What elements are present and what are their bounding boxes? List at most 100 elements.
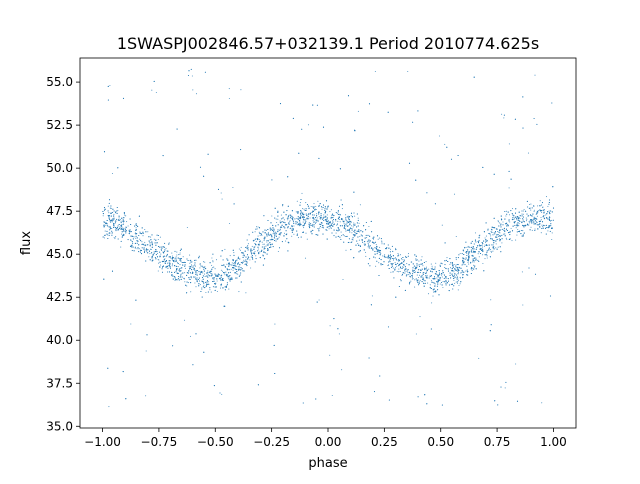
data-point — [306, 204, 309, 206]
data-point — [471, 251, 473, 254]
data-point — [494, 232, 496, 234]
data-point — [122, 235, 124, 237]
data-point — [228, 88, 230, 90]
data-point — [160, 253, 162, 255]
data-point — [108, 406, 110, 408]
data-point — [393, 277, 395, 279]
data-point — [352, 234, 354, 236]
data-point — [323, 219, 325, 222]
data-point — [540, 204, 543, 206]
data-point — [306, 238, 308, 240]
data-point — [514, 221, 516, 223]
data-point — [287, 215, 290, 217]
data-point — [451, 273, 453, 275]
data-point — [413, 265, 415, 267]
data-point — [199, 284, 201, 286]
data-point — [471, 261, 474, 263]
data-point — [308, 223, 310, 225]
data-point — [133, 250, 135, 252]
data-point — [460, 281, 462, 283]
data-point — [146, 334, 148, 336]
data-point — [487, 229, 489, 231]
data-point — [409, 276, 411, 278]
data-point — [241, 262, 243, 264]
data-point — [171, 252, 173, 254]
data-point — [383, 256, 385, 258]
data-point — [135, 224, 137, 226]
data-point — [518, 223, 520, 225]
data-point — [533, 216, 535, 218]
data-point — [531, 222, 533, 224]
data-point — [484, 258, 486, 260]
data-point — [108, 234, 110, 236]
data-point — [397, 271, 400, 273]
data-point — [322, 233, 324, 235]
data-point — [102, 215, 104, 217]
data-point — [519, 217, 521, 220]
data-point — [236, 277, 238, 279]
data-point — [420, 276, 422, 278]
data-point — [207, 291, 209, 293]
data-point — [268, 234, 270, 236]
data-point — [178, 254, 180, 256]
data-point — [318, 299, 320, 301]
data-point — [434, 283, 436, 285]
data-point — [176, 254, 178, 256]
data-point — [220, 276, 223, 278]
data-point — [153, 252, 155, 254]
data-point — [499, 229, 501, 231]
data-point — [294, 218, 296, 220]
data-point — [159, 251, 161, 253]
data-point — [505, 210, 508, 212]
data-point — [367, 243, 369, 245]
data-point — [120, 240, 122, 242]
data-point — [475, 241, 477, 243]
data-point — [178, 279, 180, 281]
data-point — [130, 239, 132, 241]
data-point — [541, 210, 543, 212]
data-point — [103, 151, 106, 153]
data-point — [377, 238, 379, 240]
data-point — [288, 214, 290, 216]
data-point — [398, 260, 400, 262]
data-point — [439, 283, 441, 285]
data-point — [378, 262, 380, 264]
data-point — [279, 220, 281, 222]
data-point — [179, 264, 181, 266]
data-point — [228, 222, 231, 225]
data-point — [397, 255, 399, 257]
data-point — [332, 225, 334, 227]
data-point — [272, 246, 274, 248]
data-point — [159, 246, 161, 248]
data-point — [421, 281, 423, 283]
data-point — [263, 246, 265, 248]
data-point — [199, 166, 202, 168]
data-point — [338, 218, 340, 220]
data-point — [111, 219, 113, 221]
data-point — [194, 264, 196, 266]
data-point — [229, 280, 231, 282]
data-point — [300, 198, 302, 201]
data-point — [224, 272, 226, 274]
data-point — [499, 246, 501, 248]
data-point — [244, 250, 246, 252]
data-point — [125, 230, 127, 232]
data-point — [164, 249, 166, 251]
data-point — [530, 214, 532, 217]
data-point — [243, 259, 245, 261]
data-point — [345, 217, 347, 219]
data-point — [120, 246, 122, 248]
data-point — [391, 264, 393, 266]
data-point — [337, 235, 339, 237]
data-point — [303, 208, 305, 210]
data-point — [333, 235, 335, 237]
data-point — [231, 262, 233, 264]
data-point — [431, 271, 433, 273]
data-point — [270, 222, 272, 224]
data-point — [492, 244, 494, 246]
data-point — [261, 234, 263, 236]
data-point — [320, 213, 322, 215]
data-point — [234, 272, 236, 274]
data-point — [548, 218, 550, 221]
data-point — [330, 209, 332, 211]
